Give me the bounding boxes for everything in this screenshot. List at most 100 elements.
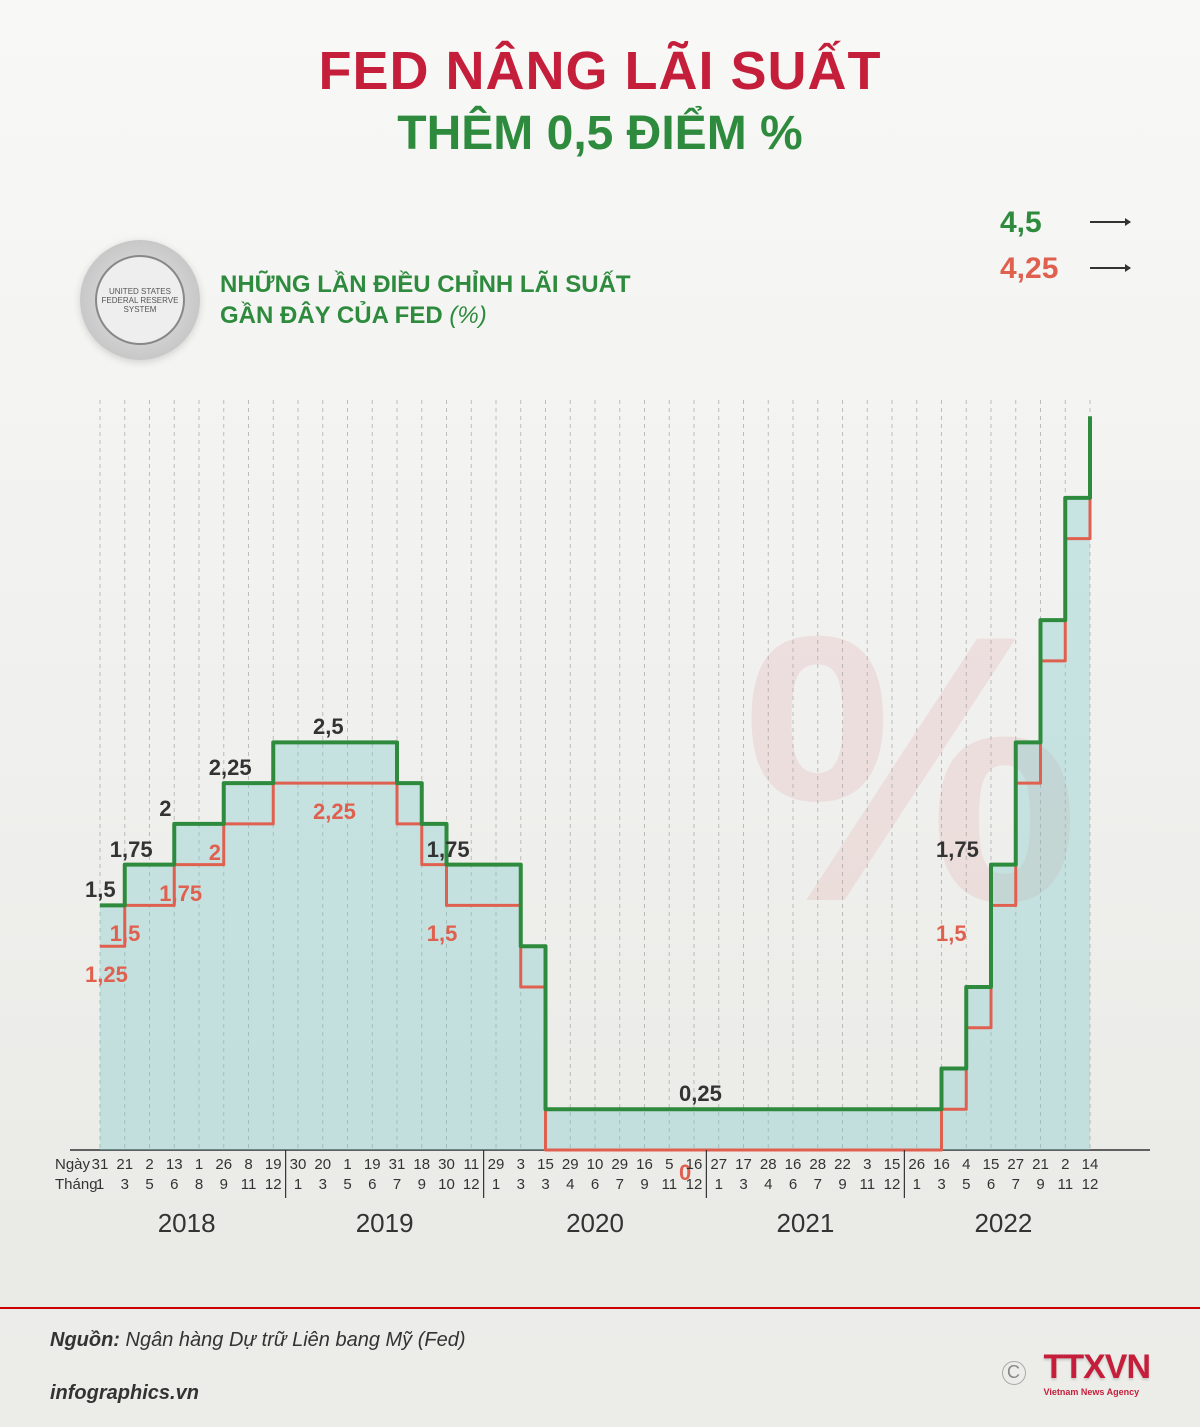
tick-day: 30	[290, 1156, 307, 1173]
tick-day: 15	[537, 1156, 554, 1173]
tick-day: 18	[413, 1156, 430, 1173]
value-label: 1,75	[110, 837, 153, 863]
subtitle-row: UNITED STATES FEDERAL RESERVE SYSTEM NHỮ…	[80, 240, 631, 360]
tick-month: 1	[913, 1176, 921, 1193]
subtitle-line-2: GẦN ĐÂY CỦA FED (%)	[220, 300, 631, 331]
title-line-1: FED NÂNG LÃI SUẤT	[0, 40, 1200, 102]
tick-month: 7	[616, 1176, 624, 1193]
tick-month: 12	[265, 1176, 282, 1193]
tick-day: 27	[710, 1156, 727, 1173]
tick-day: 16	[636, 1156, 653, 1173]
tick-month: 10	[438, 1176, 455, 1193]
tick-day: 13	[166, 1156, 183, 1173]
value-label: 1,75	[159, 881, 202, 907]
tick-month: 8	[195, 1176, 203, 1193]
tick-day: 5	[665, 1156, 673, 1173]
tick-month: 3	[739, 1176, 747, 1193]
footer: Nguồn: Ngân hàng Dự trữ Liên bang Mỹ (Fe…	[0, 1307, 1200, 1427]
year-label: 2018	[158, 1208, 216, 1239]
tick-month: 11	[241, 1176, 257, 1193]
value-label: 1,75	[936, 837, 979, 863]
year-label: 2020	[566, 1208, 624, 1239]
tick-day: 3	[863, 1156, 871, 1173]
tick-day: 26	[908, 1156, 925, 1173]
value-label: 2,5	[313, 714, 344, 740]
tick-day: 20	[314, 1156, 331, 1173]
tick-day: 8	[244, 1156, 252, 1173]
tick-day: 17	[735, 1156, 752, 1173]
tick-day: 2	[145, 1156, 153, 1173]
tick-month: 9	[1036, 1176, 1044, 1193]
tick-month: 1	[715, 1176, 723, 1193]
tick-month: 5	[145, 1176, 153, 1193]
tick-month: 6	[789, 1176, 797, 1193]
seal-text: UNITED STATES FEDERAL RESERVE SYSTEM	[95, 255, 185, 345]
source-line: Nguồn: Ngân hàng Dự trữ Liên bang Mỹ (Fe…	[50, 1329, 1150, 1352]
tick-month: 3	[541, 1176, 549, 1193]
axis-label-month: Tháng	[55, 1176, 98, 1193]
tick-month: 12	[463, 1176, 480, 1193]
tick-day: 19	[265, 1156, 282, 1173]
tick-month: 6	[170, 1176, 178, 1193]
tick-day: 31	[92, 1156, 109, 1173]
tick-day: 3	[517, 1156, 525, 1173]
tick-month: 11	[859, 1176, 875, 1193]
tick-month: 9	[838, 1176, 846, 1193]
tick-month: 1	[294, 1176, 302, 1193]
value-label: 2,25	[313, 799, 356, 825]
tick-day: 10	[587, 1156, 604, 1173]
copyright-icon: C	[1002, 1361, 1026, 1385]
tick-month: 11	[661, 1176, 677, 1193]
fed-seal-icon: UNITED STATES FEDERAL RESERVE SYSTEM	[80, 240, 200, 360]
value-label: 2	[209, 840, 221, 866]
tick-day: 28	[760, 1156, 777, 1173]
tick-day: 26	[215, 1156, 232, 1173]
tick-month: 3	[937, 1176, 945, 1193]
tick-month: 9	[418, 1176, 426, 1193]
end-label-lower: 4,25	[1000, 252, 1058, 286]
tick-month: 4	[566, 1176, 574, 1193]
tick-month: 6	[987, 1176, 995, 1193]
chart-svg	[50, 400, 1150, 1200]
tick-day: 15	[884, 1156, 901, 1173]
tick-month: 3	[319, 1176, 327, 1193]
tick-month: 5	[343, 1176, 351, 1193]
tick-month: 4	[764, 1176, 772, 1193]
tick-day: 29	[611, 1156, 628, 1173]
tick-day: 31	[389, 1156, 406, 1173]
tick-month: 3	[121, 1176, 129, 1193]
tick-day: 15	[983, 1156, 1000, 1173]
value-label: 1,5	[936, 921, 967, 947]
tick-month: 12	[1082, 1176, 1099, 1193]
tick-day: 1	[343, 1156, 351, 1173]
tick-day: 21	[1032, 1156, 1049, 1173]
tick-day: 2	[1061, 1156, 1069, 1173]
tick-month: 7	[1012, 1176, 1020, 1193]
tick-month: 9	[220, 1176, 228, 1193]
website-link: infographics.vn	[50, 1382, 1150, 1405]
tick-day: 29	[562, 1156, 579, 1173]
tick-day: 1	[195, 1156, 203, 1173]
tick-month: 12	[686, 1176, 703, 1193]
tick-month: 9	[640, 1176, 648, 1193]
logo-subtext: Vietnam News Agency	[1044, 1387, 1150, 1397]
tick-month: 6	[368, 1176, 376, 1193]
tick-day: 22	[834, 1156, 851, 1173]
tick-day: 19	[364, 1156, 381, 1173]
tick-month: 12	[884, 1176, 901, 1193]
subtitle-line-1: NHỮNG LẦN ĐIỀU CHỈNH LÃI SUẤT	[220, 269, 631, 300]
tick-day: 4	[962, 1156, 970, 1173]
tick-month: 1	[96, 1176, 104, 1193]
tick-day: 28	[809, 1156, 826, 1173]
title-block: FED NÂNG LÃI SUẤT THÊM 0,5 ĐIỂM %	[0, 0, 1200, 161]
tick-month: 11	[1057, 1176, 1073, 1193]
year-label: 2022	[974, 1208, 1032, 1239]
tick-month: 3	[517, 1176, 525, 1193]
value-label: 2	[159, 796, 171, 822]
tick-month: 6	[591, 1176, 599, 1193]
value-label: 2,25	[209, 755, 252, 781]
tick-day: 11	[463, 1156, 479, 1173]
tick-day: 16	[686, 1156, 703, 1173]
tick-month: 5	[962, 1176, 970, 1193]
tick-month: 7	[814, 1176, 822, 1193]
